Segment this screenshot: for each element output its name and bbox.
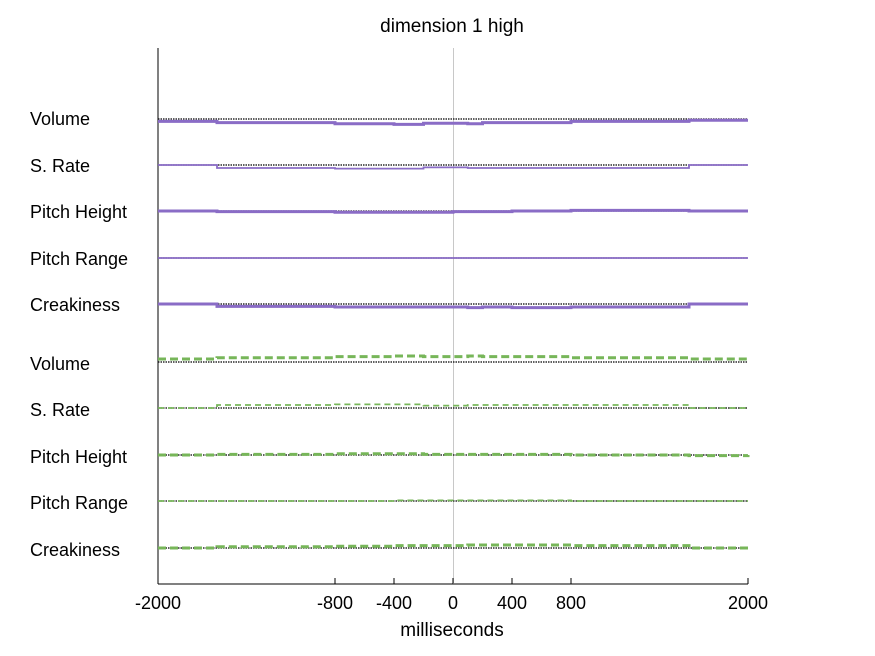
- row-label: Pitch Height: [30, 202, 127, 222]
- series-line: [158, 208, 748, 214]
- row-label: S. Rate: [30, 156, 90, 176]
- series-line: [158, 403, 748, 409]
- series-line: [158, 118, 748, 126]
- series-group: [158, 118, 750, 550]
- x-tick-label: -2000: [135, 593, 181, 613]
- row-labels: Volume S. Rate Pitch Height Pitch Range Crea…: [30, 109, 128, 560]
- row-label: Volume: [30, 354, 90, 374]
- row-label: S. Rate: [30, 400, 90, 420]
- row-label: Pitch Height: [30, 447, 127, 467]
- series-line: [158, 302, 748, 310]
- chart-title: dimension 1 high: [380, 16, 524, 37]
- row-label: Pitch Range: [30, 249, 128, 269]
- series-line: [158, 543, 748, 550]
- series-line: [158, 452, 750, 458]
- x-tick-label: -400: [376, 593, 412, 613]
- series-line: [158, 354, 748, 361]
- x-tick-label: 0: [448, 593, 458, 613]
- x-tick-label: -800: [317, 593, 353, 613]
- series-line: [158, 499, 748, 502]
- row-label: Creakiness: [30, 540, 120, 560]
- x-ticks: -2000 -800 -400 0 400 800 2000: [135, 578, 768, 613]
- x-axis-label: milliseconds: [400, 620, 503, 641]
- series-line: [158, 164, 748, 170]
- row-label: Creakiness: [30, 295, 120, 315]
- row-label: Volume: [30, 109, 90, 129]
- x-tick-label: 2000: [728, 593, 768, 613]
- x-tick-label: 800: [556, 593, 586, 613]
- x-tick-label: 400: [497, 593, 527, 613]
- row-label: Pitch Range: [30, 493, 128, 513]
